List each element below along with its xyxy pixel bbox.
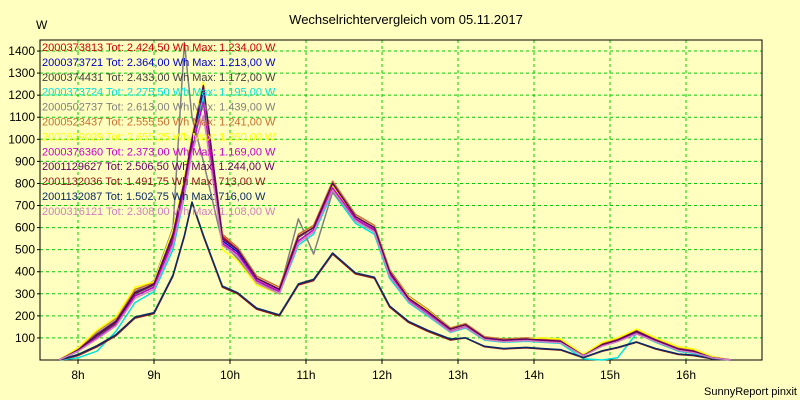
plot-frame [39,39,763,361]
legend-entry-2000373813: 2000373813 Tot: 2.424,50 Wh Max: 1.234,0… [42,42,276,54]
x-tick-label: 15h [600,368,620,382]
y-tick-label: 1400 [8,44,35,58]
chart-title: Wechselrichtervergleich vom 05.11.2017 [289,12,523,27]
legend-entry-2000376360: 2000376360 Tot: 2.373,00 Wh Max: 1.169,0… [42,146,276,158]
series-line-2001129627 [58,84,732,361]
legend-entry-2000374431: 2000374431 Tot: 2.433,00 Wh Max: 1.172,0… [42,72,276,84]
x-tick-label: 8h [71,368,84,382]
y-tick-label: 500 [15,243,35,257]
y-tick-label: 800 [15,176,35,190]
y-tick-label: 100 [15,331,35,345]
legend-entry-2000629029: 2000629029 Tot: 2.655,25 Wh Max: 1.260,0… [42,131,276,143]
legend: 2000373813 Tot: 2.424,50 Wh Max: 1.234,0… [42,42,276,218]
series-line-2000316121 [58,114,732,361]
series-line-2001132087 [58,201,732,361]
y-tick-label: 1100 [9,110,35,124]
x-tick-label: 16h [676,368,696,382]
y-tick-label: 1000 [8,132,35,146]
grid [40,40,762,360]
x-tick-label: 11h [296,368,315,382]
x-tick-label: 14h [524,368,544,382]
legend-entry-2000373724: 2000373724 Tot: 2.275,50 Wh Max: 1.195,0… [42,87,276,99]
y-tick-label: 200 [15,309,35,323]
legend-entry-2000373721: 2000373721 Tot: 2.364,00 Wh Max: 1.213,0… [42,57,276,69]
y-tick-label: 300 [15,287,35,301]
x-tick-label: 13h [448,368,468,382]
axes: 100 200 300 400 500 600 700 800 900 1000 1100 1200 1… [8,44,696,382]
y-tick-label: 1300 [8,66,35,80]
x-tick-label: 10h [220,368,240,382]
legend-entry-2001129627: 2001129627 Tot: 2.506,50 Wh Max: 1.244,0… [42,161,275,173]
legend-entry-2001132087: 2001132087 Tot: 1.502,75 Wh Max: 716,00 … [42,191,266,203]
legend-entry-2001132036: 2001132036 Tot: 1.491,75 Wh Max: 713,00 … [42,176,266,188]
y-tick-label: 700 [15,199,35,213]
x-tick-label: 9h [147,368,160,382]
series-lines [58,41,732,361]
y-tick-label: 900 [15,154,35,168]
y-tick-label: 1200 [8,88,35,102]
legend-entry-2000523437: 2000523437 Tot: 2.555,50 Wh Max: 1.241,0… [42,117,276,129]
footer-credit: SunnyReport pinxit [704,386,797,398]
y-tick-label: 600 [15,221,35,235]
legend-entry-2000316121: 2000316121 Tot: 2.308,00 Wh Max: 1.108,0… [42,206,276,218]
y-tick-label: 400 [15,265,35,279]
y-axis-unit: W [36,18,48,32]
legend-entry-2000502737: 2000502737 Tot: 2.613,00 Wh Max: 1.439,0… [42,102,276,114]
x-tick-label: 12h [372,368,392,382]
